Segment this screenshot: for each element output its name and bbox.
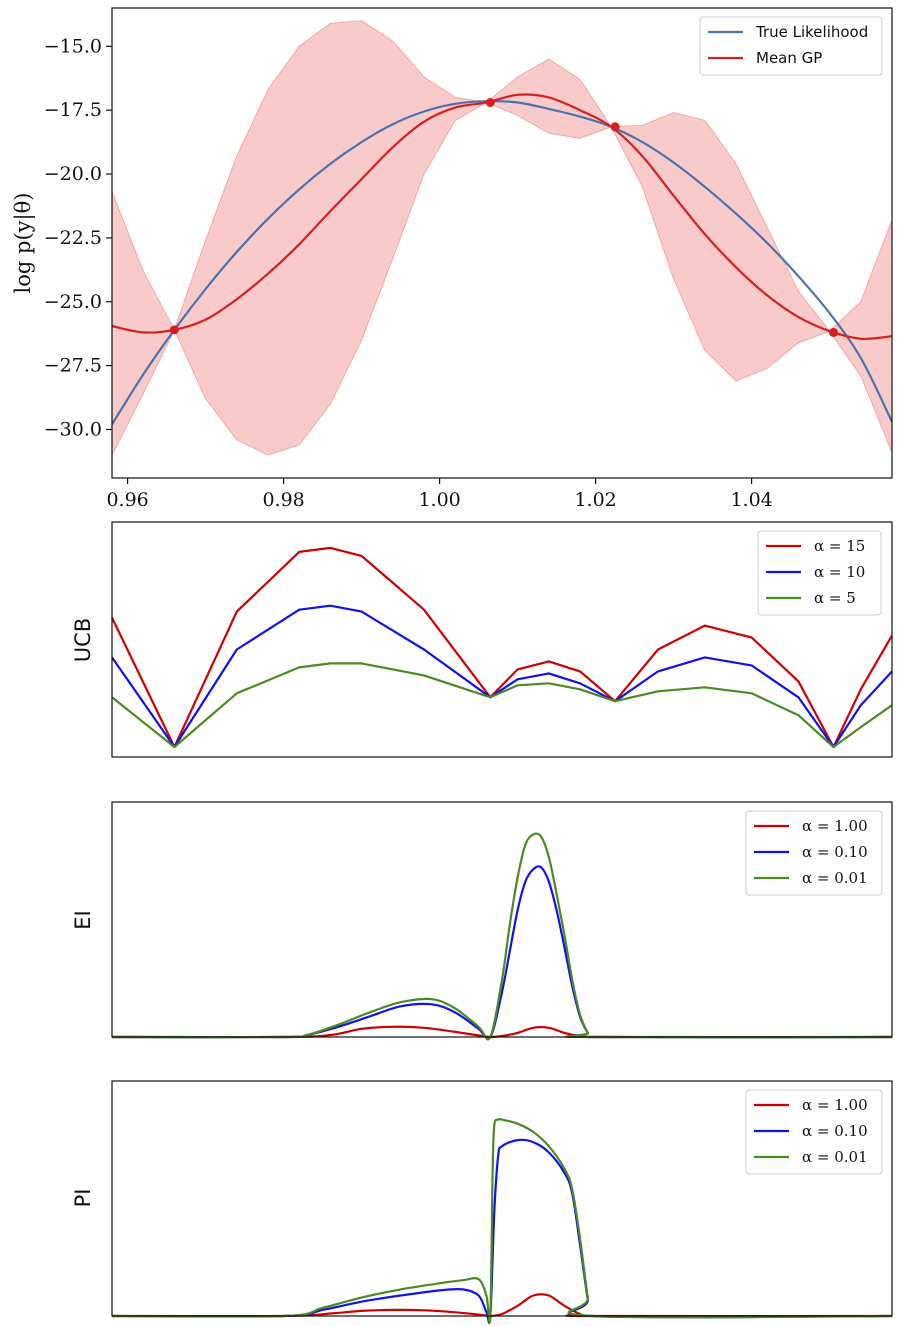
y-axis-label: UCB [71,618,95,662]
y-tick-label: −15.0 [44,35,102,57]
x-tick-label: 0.96 [106,489,148,511]
series-line [111,662,893,749]
gp-confidence-band [111,20,893,456]
series-line [111,832,893,1041]
y-ticks: −15.0 −17.5 −20.0 −22.5 −25.0 −27.5 −30.0 [44,35,112,440]
series-line [111,546,893,749]
x-tick-label: 0.98 [262,489,304,511]
y-tick-label: −17.5 [44,99,102,121]
mean-gp-line [111,93,893,341]
legend-label-mean-gp: Mean GP [756,49,822,67]
observation-points [169,98,838,337]
legend-label: α = 0.10 [802,843,868,861]
legend-box [745,810,883,896]
y-tick-label: −20.0 [44,163,102,185]
plot-frame [111,7,893,479]
legend-box [745,1089,883,1175]
y-tick-label: −22.5 [44,227,102,249]
legend-label: α = 0.10 [802,1122,868,1140]
x-tick-label: 1.02 [574,489,616,511]
legend-label: α = 0.01 [802,869,868,887]
ucb-panel: UCB α = 15 α = 10 α = 5 [71,521,893,758]
legend: α = 1.00 α = 0.10 α = 0.01 [745,1089,883,1175]
x-tick-label: 1.00 [418,489,460,511]
legend-label: α = 10 [814,563,865,581]
confidence-band-area [111,20,893,456]
series-line [111,1025,893,1039]
plot-frame [111,1080,893,1317]
legend-label: α = 1.00 [802,817,868,835]
pi-panel: PI α = 1.00 α = 0.10 α = 0.01 [71,1080,893,1324]
likelihood-lines [111,93,893,425]
legend-label: α = 15 [814,537,865,555]
legend-label-true-likelihood: True Likelihood [755,23,868,41]
plot-frame [111,801,893,1038]
legend-label: α = 5 [814,589,856,607]
series-line [111,604,893,749]
legend-label: α = 0.01 [802,1148,868,1166]
true-likelihood-line [111,100,893,425]
legend-box [699,16,883,76]
plot-frame [111,521,893,758]
y-axis-label: PI [71,1189,95,1208]
observation-point [169,325,179,335]
legend: α = 15 α = 10 α = 5 [757,530,882,616]
x-tick-label: 1.04 [730,489,772,511]
ucb-lines [111,546,893,749]
series-line [111,1293,893,1318]
observation-point [485,98,495,108]
y-tick-label: −27.5 [44,355,102,377]
legend: True Likelihood Mean GP [699,16,883,76]
ei-panel: EI α = 1.00 α = 0.10 α = 0.01 [71,801,893,1041]
likelihood-panel: −15.0 −17.5 −20.0 −22.5 −25.0 −27.5 −30.0 0.96… [11,7,893,511]
legend-box [757,530,882,616]
x-ticks: 0.96 0.98 1.00 1.02 1.04 [106,478,773,511]
y-tick-label: −25.0 [44,291,102,313]
legend: α = 1.00 α = 0.10 α = 0.01 [745,810,883,896]
series-line [111,1117,893,1324]
observation-point [829,327,838,337]
legend-label: α = 1.00 [802,1096,868,1114]
y-tick-label: −30.0 [44,418,102,440]
observation-point [610,122,620,132]
y-axis-label: log p(y|θ) [11,193,36,294]
y-axis-label: EI [71,910,95,929]
